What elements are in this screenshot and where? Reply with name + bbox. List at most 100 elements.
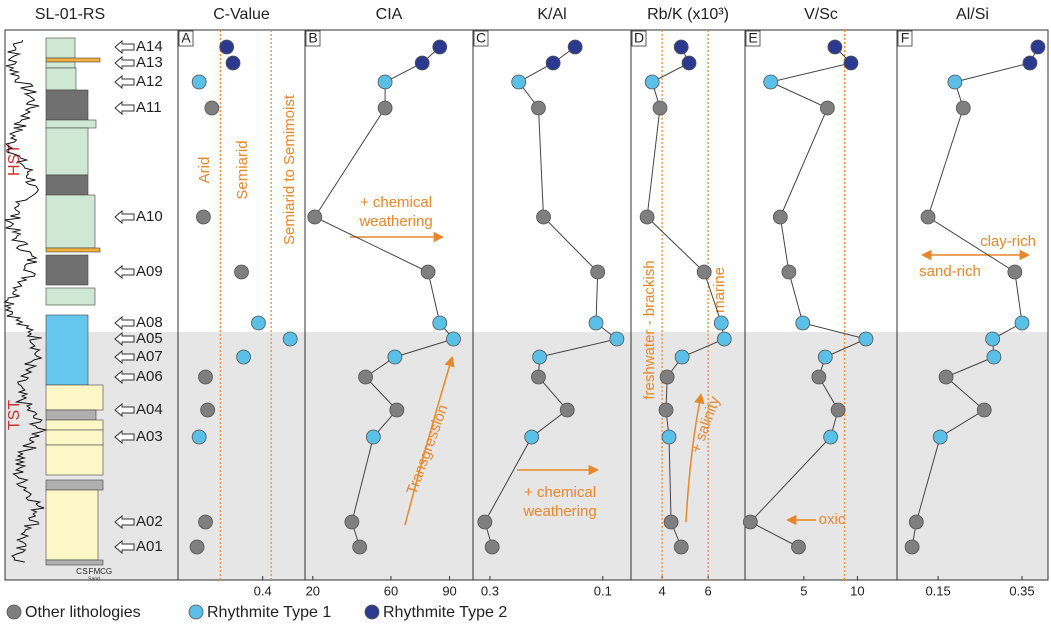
data-point (792, 540, 806, 554)
sample-label: A04 (136, 401, 163, 418)
data-point (433, 40, 447, 54)
data-point (421, 265, 435, 279)
legend-marker (7, 605, 21, 619)
data-point (933, 430, 947, 444)
data-point (345, 515, 359, 529)
panel-title: CIA (376, 6, 403, 23)
data-point (653, 101, 667, 115)
panel-title: Rb/K (x10³) (647, 6, 729, 23)
annotation: Semiarid (234, 140, 251, 199)
sample-label: A09 (136, 263, 163, 280)
x-tick-label: 0.15 (925, 583, 950, 598)
data-point (512, 75, 526, 89)
data-point (415, 56, 429, 70)
panel-title: Al/Si (956, 6, 989, 23)
data-point (743, 515, 757, 529)
sample-label: A10 (136, 208, 163, 225)
data-point (782, 265, 796, 279)
panel-letter: C (476, 30, 486, 46)
data-point (675, 350, 689, 364)
data-point (531, 370, 545, 384)
data-point (859, 332, 873, 346)
panel-title: V/Sc (804, 6, 838, 23)
data-point (560, 403, 574, 417)
panel-letter: A (181, 30, 191, 46)
data-point (987, 350, 1001, 364)
sample-label: A13 (136, 54, 163, 71)
panel-letter: D (634, 30, 644, 46)
x-tick-label: 0.1 (594, 583, 612, 598)
data-point (190, 540, 204, 554)
sample-label: A06 (136, 368, 163, 385)
data-point (199, 370, 213, 384)
sample-arrow (115, 76, 134, 88)
data-point (199, 515, 213, 529)
x-tick-label: 60 (384, 583, 398, 598)
data-point (546, 56, 560, 70)
sample-arrow (115, 102, 134, 114)
data-point (909, 515, 923, 529)
annotation: Semiarid to Semimoist (281, 94, 298, 245)
data-point (764, 75, 778, 89)
data-point (640, 210, 654, 224)
annotation: weathering (522, 503, 596, 520)
annotation: sand-rich (919, 263, 981, 280)
annotation: freshwater - brackish (641, 260, 658, 399)
annotation: oxic (819, 511, 846, 528)
sample-arrow (115, 57, 134, 69)
sample-arrow (115, 266, 134, 278)
legend-label: Other lithologies (25, 604, 141, 621)
data-point (390, 403, 404, 417)
sample-arrow (115, 211, 134, 223)
panel-title: K/Al (537, 6, 566, 23)
data-point (589, 316, 603, 330)
column-title: SL-01-RS (35, 6, 105, 23)
x-tick-label: 5 (800, 583, 807, 598)
data-point (977, 403, 991, 417)
sample-arrow (115, 41, 134, 53)
sample-label: A05 (136, 330, 163, 347)
x-tick-label: 4 (658, 583, 665, 598)
panel-letter: F (901, 30, 910, 46)
data-point (533, 350, 547, 364)
grain-size-label: G (106, 567, 112, 576)
data-point (956, 101, 970, 115)
sample-label: A14 (136, 38, 163, 55)
legend-marker (365, 605, 379, 619)
x-tick-label: 6 (705, 583, 712, 598)
data-point (662, 430, 676, 444)
x-tick-label: 0.3 (481, 583, 499, 598)
data-point (537, 210, 551, 224)
data-point (773, 210, 787, 224)
data-point (388, 350, 402, 364)
data-point (1015, 316, 1029, 330)
sample-label: A07 (136, 348, 163, 365)
annotation: + chemical (360, 194, 432, 211)
data-point (226, 56, 240, 70)
legend-label: Rhythmite Type 2 (383, 604, 507, 621)
annotation: + chemical (524, 484, 596, 501)
data-point (939, 370, 953, 384)
data-point (697, 265, 711, 279)
data-point (921, 210, 935, 224)
data-point (664, 515, 678, 529)
data-point (1031, 40, 1045, 54)
data-point (237, 350, 251, 364)
x-tick-label: 0.35 (1009, 583, 1034, 598)
data-point (192, 75, 206, 89)
grain-size-label: S (82, 567, 87, 576)
annotation: marine (711, 267, 728, 313)
sample-label: A03 (136, 428, 163, 445)
legend-label: Rhythmite Type 1 (207, 604, 331, 621)
data-point (446, 332, 460, 346)
legend-marker (189, 605, 203, 619)
sample-label: A08 (136, 314, 163, 331)
data-point (353, 540, 367, 554)
x-tick-label: 20 (306, 583, 320, 598)
data-point (308, 210, 322, 224)
data-point (1008, 265, 1022, 279)
data-point (660, 370, 674, 384)
data-point (1023, 56, 1037, 70)
data-point (359, 370, 373, 384)
lithology-column (46, 38, 103, 565)
